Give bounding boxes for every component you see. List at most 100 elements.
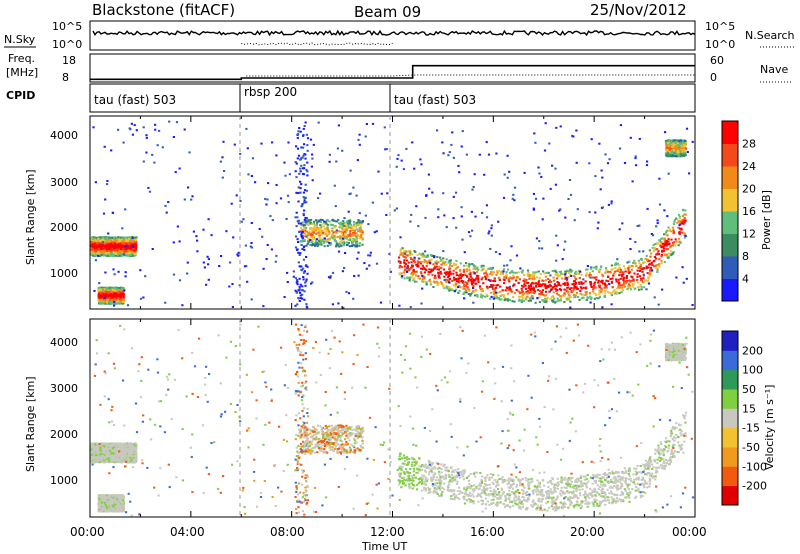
data-cell [459, 274, 462, 277]
data-cell [433, 281, 436, 283]
data-cell [133, 249, 136, 252]
data-cell [614, 263, 617, 266]
data-cell [490, 291, 493, 294]
data-cell [644, 257, 647, 260]
data-cell [555, 300, 558, 303]
nave-label: Nave [760, 63, 788, 76]
data-cell [585, 268, 588, 271]
data-cell [556, 281, 559, 283]
data-cell [591, 270, 594, 273]
data-cell [420, 272, 423, 275]
data-cell [304, 235, 307, 238]
data-cell [561, 277, 564, 280]
data-cell [504, 289, 507, 292]
data-cell [634, 262, 637, 265]
data-cell [317, 241, 321, 244]
data-cell [308, 220, 311, 223]
data-cell [109, 252, 112, 255]
data-cell [428, 259, 431, 262]
data-cell [326, 233, 329, 236]
data-cell [553, 285, 556, 288]
data-cell [116, 290, 119, 293]
data-cell [640, 285, 643, 288]
data-cell [620, 273, 623, 276]
data-cell [509, 290, 512, 293]
data-cell [575, 286, 578, 289]
data-cell [670, 140, 674, 143]
data-cell [678, 237, 681, 240]
data-cell [669, 246, 672, 249]
data-cell [485, 277, 488, 280]
data-cell [121, 237, 124, 240]
data-cell [321, 231, 324, 234]
data-cell [354, 225, 357, 228]
data-cell [92, 239, 95, 242]
data-cell [448, 289, 451, 292]
data-cell [628, 272, 631, 275]
data-cell [107, 294, 110, 297]
data-cell [505, 277, 508, 279]
data-cell [569, 296, 572, 298]
data-cell [98, 302, 101, 305]
data-cell [511, 277, 514, 280]
date-title: 25/Nov/2012 [590, 1, 687, 19]
data-cell [429, 271, 432, 274]
data-cell [104, 289, 107, 292]
data-cell [578, 298, 581, 301]
data-cell [415, 270, 418, 273]
data-cell [307, 224, 310, 226]
data-cell [530, 284, 533, 287]
data-cell [309, 221, 312, 224]
data-cell [528, 287, 531, 290]
data-cell [321, 238, 324, 241]
data-cell [464, 289, 468, 292]
data-cell [408, 249, 411, 252]
data-cell [335, 242, 338, 245]
data-cell [472, 285, 475, 287]
data-cell [534, 301, 537, 304]
data-cell [446, 276, 449, 279]
data-cell [108, 244, 111, 247]
data-cell [658, 265, 661, 268]
data-cell [627, 283, 631, 286]
data-cell [122, 239, 125, 242]
data-cell [524, 280, 527, 283]
data-cell [453, 263, 456, 266]
data-cell [523, 274, 526, 276]
data-cell [455, 277, 458, 280]
data-cell [532, 289, 535, 291]
data-cell [333, 219, 336, 222]
data-cell [622, 273, 625, 276]
data-cell [116, 245, 119, 248]
data-cell [680, 221, 683, 224]
data-cell [410, 276, 413, 279]
data-cell [119, 300, 122, 303]
data-cell [621, 286, 624, 289]
data-cell [661, 242, 664, 245]
data-cell [593, 281, 597, 284]
data-cell [110, 254, 113, 257]
data-cell [516, 276, 519, 279]
data-cell [618, 292, 621, 295]
data-cell [420, 253, 423, 256]
data-cell [660, 259, 663, 262]
data-cell [440, 266, 443, 269]
data-cell [652, 250, 655, 253]
data-cell [652, 244, 655, 246]
data-cell [358, 227, 361, 229]
data-cell [304, 224, 307, 227]
data-cell [309, 233, 312, 236]
data-cell [106, 251, 109, 254]
data-cell [653, 255, 656, 258]
nsearch-tick-bottom: 10^0 [705, 38, 735, 51]
data-cell [322, 222, 325, 225]
data-cell [118, 243, 121, 246]
data-cell [338, 222, 341, 225]
data-cell [480, 296, 483, 299]
data-cell [347, 234, 350, 237]
data-cell [589, 295, 592, 298]
data-cell [612, 291, 615, 293]
data-cell [627, 279, 631, 282]
data-cell [100, 236, 103, 239]
data-cell [473, 265, 477, 268]
